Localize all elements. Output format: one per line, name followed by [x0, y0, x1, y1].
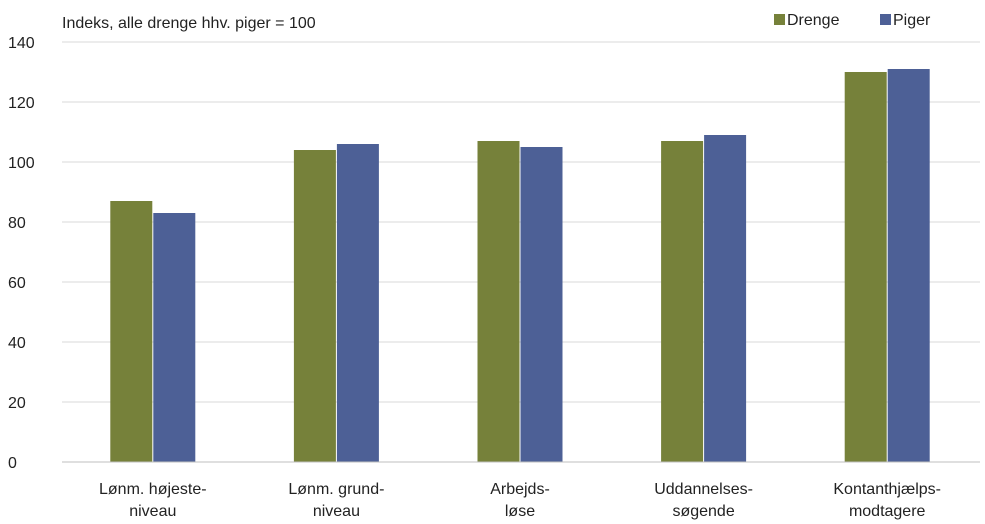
legend-label-piger: Piger	[893, 12, 931, 29]
bar-piger-0	[153, 213, 196, 462]
bar-piger-4	[887, 69, 930, 462]
x-category-label: Kontanthjælps-	[833, 481, 941, 498]
legend-label-drenge: Drenge	[787, 12, 840, 29]
y-tick-label: 80	[8, 215, 26, 232]
y-axis-ticks: 0 20 40 60 80 100 120 140	[8, 35, 35, 472]
y-tick-label: 40	[8, 335, 26, 352]
x-category-label: søgende	[672, 503, 734, 520]
y-tick-label: 60	[8, 275, 26, 292]
bar-drenge-3	[661, 141, 704, 462]
legend-swatch-drenge	[774, 14, 785, 25]
x-category-label: Lønm. grund-	[288, 481, 384, 498]
x-category-label: modtagere	[849, 503, 926, 520]
x-category-label: Uddannelses-	[654, 481, 753, 498]
y-tick-label: 0	[8, 455, 17, 472]
y-tick-label: 20	[8, 395, 26, 412]
x-category-label: løse	[505, 503, 535, 520]
legend: Drenge Piger	[774, 12, 931, 29]
x-category-label: niveau	[313, 503, 360, 520]
y-tick-label: 120	[8, 95, 35, 112]
x-axis-labels: Lønm. højeste-niveau Lønm. grund-niveau Ar…	[99, 481, 941, 520]
bars	[110, 69, 930, 462]
bar-piger-2	[520, 147, 563, 462]
bar-drenge-2	[477, 141, 520, 462]
x-category-label: niveau	[129, 503, 176, 520]
bar-piger-3	[704, 135, 747, 462]
bar-drenge-0	[110, 201, 153, 462]
bar-drenge-1	[293, 150, 336, 462]
y-tick-label: 100	[8, 155, 35, 172]
x-category-label: Arbejds-	[490, 481, 550, 498]
x-category-label: Lønm. højeste-	[99, 481, 207, 498]
bar-drenge-4	[844, 72, 887, 462]
legend-swatch-piger	[880, 14, 891, 25]
y-tick-label: 140	[8, 35, 35, 52]
y-axis-title: Indeks, alle drenge hhv. piger = 100	[62, 15, 316, 32]
bar-piger-1	[336, 144, 379, 462]
